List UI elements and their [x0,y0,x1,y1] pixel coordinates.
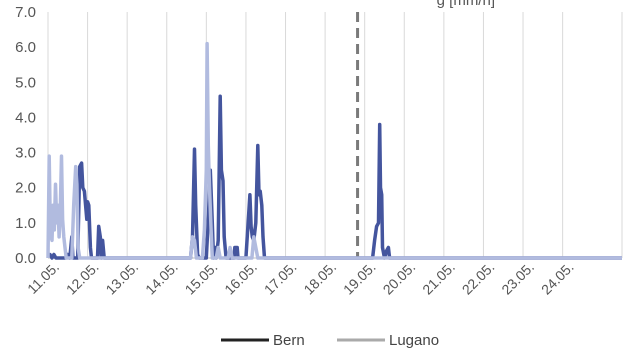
y-tick-label: 3.0 [15,145,36,162]
legend-label-lugano: Lugano [389,332,439,349]
y-tick-label: 2.0 [15,180,36,197]
y-tick-label: 1.0 [15,215,36,232]
gridlines [47,12,623,258]
legend-label-bern: Bern [273,332,305,349]
y-tick-label: 4.0 [15,109,36,126]
y-tick-label: 7.0 [15,4,36,21]
x-tick-label: 20.05. [380,259,419,298]
series-line-lugano [46,41,622,260]
x-tick-label: 19.05. [340,259,379,298]
chart-title: g [mm/h] [437,0,495,9]
y-tick-labels: 0.0 1.0 2.0 3.0 4.0 5.0 6.0 7.0 [15,4,36,267]
x-tick-label: 15.05. [182,259,221,298]
y-tick-label: 5.0 [15,74,36,91]
legend: Bern Lugano [221,332,439,349]
x-tick-label: 17.05. [261,259,300,298]
x-tick-label: 23.05. [498,259,537,298]
x-tick-label: 24.05. [538,259,577,298]
x-tick-label: 13.05. [102,259,141,298]
y-tick-label: 0.0 [15,250,36,267]
x-tick-label: 14.05. [142,259,181,298]
x-tick-label: 18.05. [300,259,339,298]
x-tick-label: 22.05. [459,259,498,298]
series-line-bern [48,94,622,260]
y-tick-label: 6.0 [15,39,36,56]
x-tick-label: 12.05. [63,259,102,298]
x-tick-label: 21.05. [419,259,458,298]
x-tick-labels: 11.05. 12.05. 13.05. 14.05. 15.05. 16.05. 17.0… [24,259,577,298]
x-tick-label: 16.05. [221,259,260,298]
series-layer [46,41,622,260]
